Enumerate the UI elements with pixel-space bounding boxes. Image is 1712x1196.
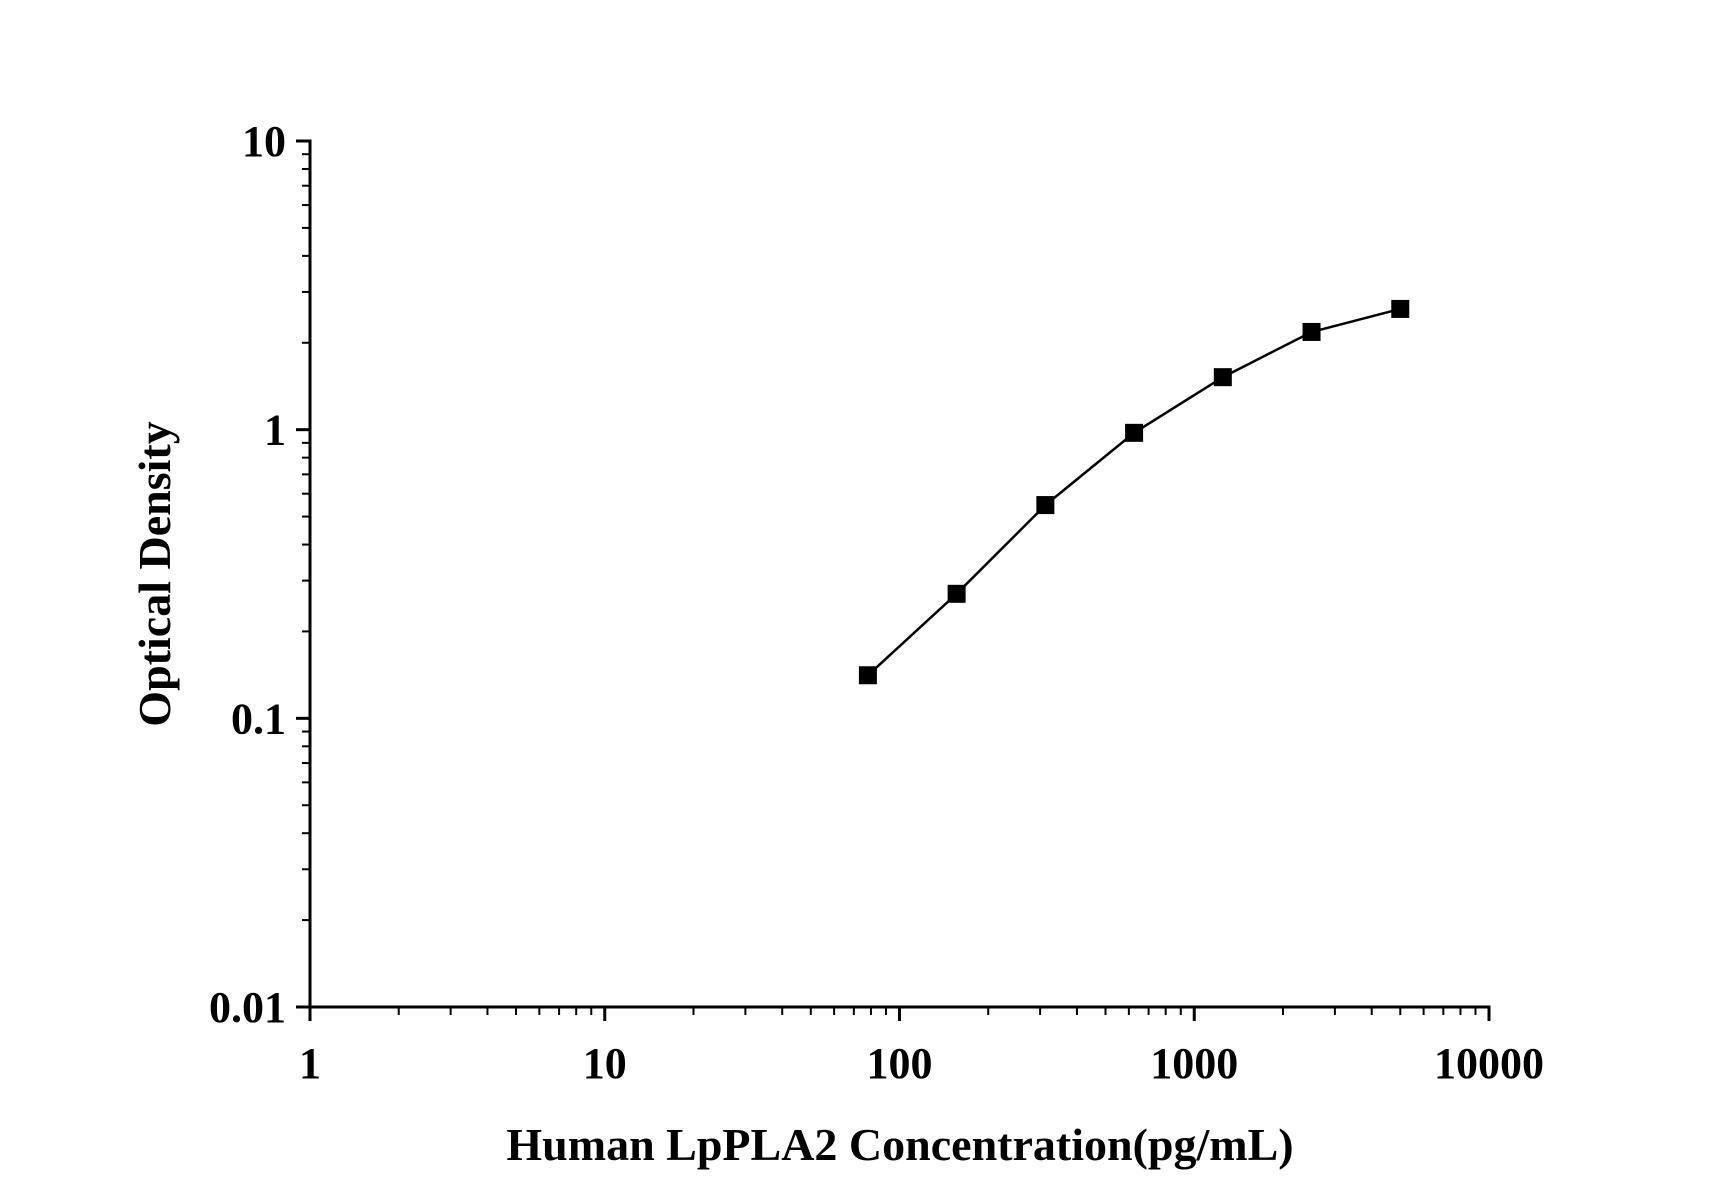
data-point <box>1302 322 1321 341</box>
data-point <box>1036 496 1055 515</box>
y-tick-label: 1 <box>264 406 286 455</box>
data-point <box>1391 299 1410 318</box>
series-line <box>867 307 1401 677</box>
y-tick-label: 0.1 <box>231 694 286 743</box>
ticks: 1 10 100 1000 10000 0.01 0.1 1 10 <box>209 117 1544 1088</box>
data-point <box>1125 423 1144 442</box>
series <box>858 299 1410 685</box>
x-axis-label: Human LpPLA2 Concentration(pg/mL) <box>506 1119 1293 1170</box>
x-tick-label: 1000 <box>1150 1039 1238 1088</box>
data-point <box>858 666 877 685</box>
x-tick-label: 10 <box>583 1039 627 1088</box>
x-tick-label: 1 <box>299 1039 321 1088</box>
x-tick-label: 100 <box>867 1039 933 1088</box>
data-point <box>1213 368 1232 387</box>
data-point <box>947 584 966 603</box>
x-tick-label: 10000 <box>1434 1039 1544 1088</box>
y-tick-label: 10 <box>242 117 286 166</box>
axes <box>308 139 1491 1009</box>
y-axis-label: Optical Density <box>129 421 180 726</box>
y-tick-label: 0.01 <box>209 983 286 1032</box>
